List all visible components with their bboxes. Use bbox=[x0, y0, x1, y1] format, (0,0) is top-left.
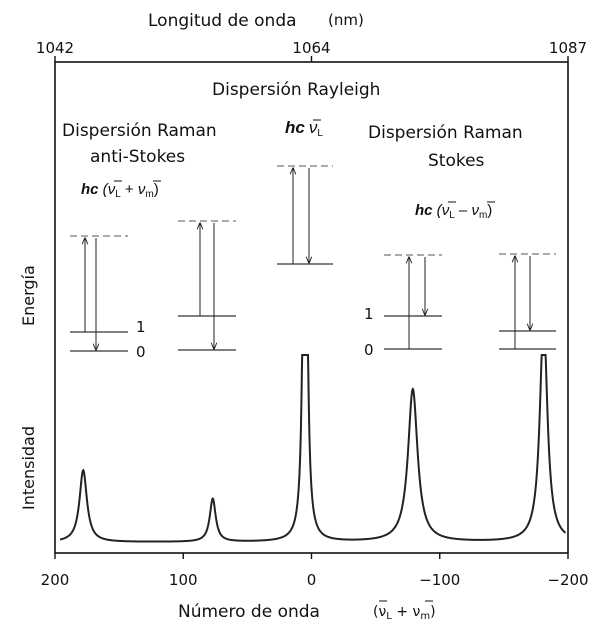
top-tick-label: 1064 bbox=[292, 39, 330, 57]
top-axis-unit: (nm) bbox=[328, 11, 364, 29]
bottom-axis-label: Número de onda bbox=[178, 602, 320, 622]
energy-label: Energía bbox=[19, 265, 38, 326]
top-tick-label: 1042 bbox=[36, 39, 74, 57]
bottom-tick-label: 100 bbox=[169, 571, 198, 589]
top-tick-label: 1087 bbox=[549, 39, 587, 57]
intensity-label: Intensidad bbox=[19, 426, 38, 510]
level-label-0: 0 bbox=[364, 341, 374, 359]
rayleigh-diagram bbox=[277, 165, 333, 265]
bottom-axis-ticks: 200 100 0 −100 −200 bbox=[41, 553, 589, 589]
bottom-tick-label: 200 bbox=[41, 571, 70, 589]
stokes-title-2: Stokes bbox=[428, 151, 485, 171]
bottom-axis-formula: (νL + νm) bbox=[373, 604, 436, 622]
top-axis-ticks: 1042 1064 1087 bbox=[36, 39, 587, 62]
bottom-tick-label: 0 bbox=[307, 571, 317, 589]
top-axis-label: Longitud de onda bbox=[148, 11, 297, 31]
anti-stokes-diagram-2 bbox=[178, 220, 236, 351]
anti-stokes-formula: hc (νL + νm) bbox=[81, 181, 159, 200]
spectrum bbox=[59, 354, 567, 543]
level-label-1: 1 bbox=[136, 318, 146, 336]
level-label-1: 1 bbox=[364, 305, 374, 323]
rayleigh-title: Dispersión Rayleigh bbox=[212, 80, 380, 100]
stokes-diagram-1: 1 0 bbox=[364, 254, 442, 359]
level-label-0: 0 bbox=[136, 343, 146, 361]
anti-stokes-title-1: Dispersión Raman bbox=[62, 121, 217, 141]
stokes-diagram-2 bbox=[499, 253, 556, 350]
anti-stokes-diagram-1: 1 0 bbox=[70, 235, 146, 361]
stokes-title-1: Dispersión Raman bbox=[368, 123, 523, 143]
bottom-tick-label: −100 bbox=[419, 571, 460, 589]
bottom-tick-label: −200 bbox=[547, 571, 588, 589]
rayleigh-formula: hc νL bbox=[285, 118, 323, 139]
stokes-formula: hc (νL – νm) bbox=[415, 202, 492, 221]
anti-stokes-title-2: anti-Stokes bbox=[90, 147, 185, 167]
spectrum-line bbox=[59, 354, 567, 543]
